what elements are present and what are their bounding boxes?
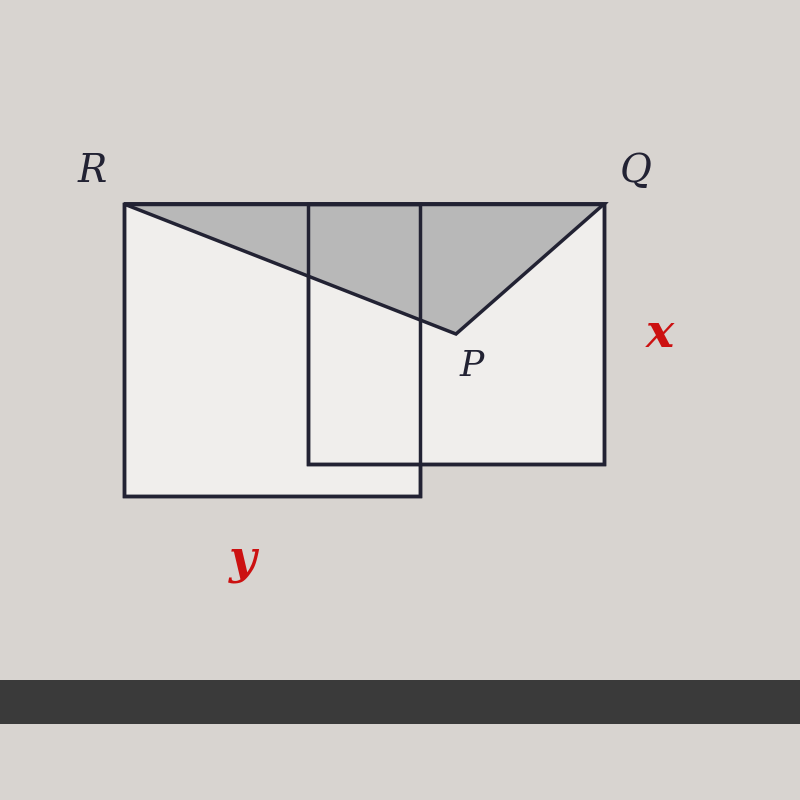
Bar	[0, 680, 800, 724]
Polygon shape	[308, 204, 604, 464]
Text: x: x	[646, 311, 674, 357]
Text: y: y	[229, 537, 256, 583]
Text: Q: Q	[620, 154, 652, 190]
Polygon shape	[124, 204, 604, 334]
Polygon shape	[124, 204, 604, 334]
Polygon shape	[124, 204, 420, 496]
Text: P: P	[460, 349, 484, 383]
Text: R: R	[78, 154, 106, 190]
